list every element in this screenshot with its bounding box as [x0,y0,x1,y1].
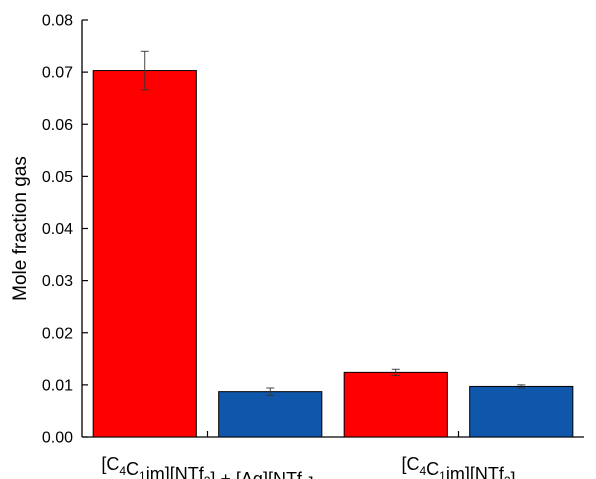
subscript: 4 [419,464,426,478]
y-tick-label: 0.08 [42,13,73,30]
y-tick-label: 0.05 [42,169,73,186]
subscript: 1 [139,469,146,479]
subscript: 2 [504,474,511,479]
label-text: ] [309,474,314,479]
label-text: ] + [Ag][NTf [210,469,303,479]
bar [218,391,323,438]
y-axis-label: Mole fraction gas [10,156,31,301]
label-text: im][NTf [146,464,205,479]
y-tick-label: 0.01 [42,377,73,394]
y-tick-label: 0.07 [42,65,73,82]
group-label: [C4C1im][NTf2] [401,454,515,479]
label-text: ] [511,469,516,479]
label-text: [C [401,454,419,474]
bar [92,70,197,438]
label-text: im][NTf [446,464,505,479]
label-text: C [426,459,439,479]
bar [469,385,574,438]
y-tick-label: 0.03 [42,273,73,290]
y-tick-label: 0.06 [42,117,73,134]
group-label: [C4C1im][NTf2] + [Ag][NTf2] [101,454,313,479]
subscript: 4 [119,464,126,478]
subscript: 2 [204,474,211,479]
subscript: 1 [439,469,446,479]
y-tick-label: 0.00 [42,430,73,447]
plot-area: 0.00 0.01 0.02 0.03 0.04 0.05 0.06 0.07 0.08 Mole… [10,13,584,479]
label-text: C [126,459,139,479]
y-tick-label: 0.04 [42,221,73,238]
y-tick-label: 0.02 [42,325,73,342]
bar [343,371,448,438]
label-text: [C [101,454,119,474]
